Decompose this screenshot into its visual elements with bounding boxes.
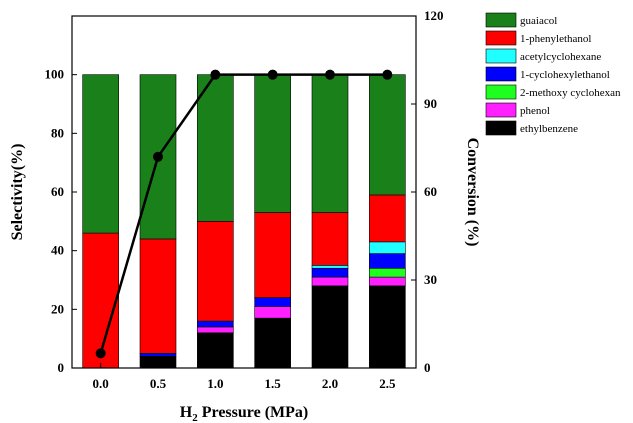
conversion-line xyxy=(95,69,393,359)
bar-segment-phenol xyxy=(369,276,406,287)
conversion-point xyxy=(95,348,106,359)
left-tick-label: 60 xyxy=(51,184,64,199)
left-tick-label: 80 xyxy=(51,125,64,140)
legend-label: 1-phenylethanol xyxy=(520,33,591,45)
legend-swatch xyxy=(485,12,517,28)
legend-swatch xyxy=(485,120,517,136)
bar-segment-2-methoxy-cyclohexan xyxy=(369,267,406,278)
left-tick-label: 20 xyxy=(51,301,64,316)
legend-swatch xyxy=(485,84,517,100)
stacked-bars xyxy=(82,74,406,369)
bar-segment-1-phenylethanol xyxy=(139,238,177,354)
right-tick-label: 90 xyxy=(424,96,437,111)
x-axis-label: H2 Pressure (MPa) xyxy=(180,404,308,423)
x-axis-ticks: 0.0 0.5 1.0 1.5 2.0 2.5 xyxy=(93,363,396,391)
legend-label: acetylcyclohexane xyxy=(520,51,601,63)
x-tick-label: 2.0 xyxy=(322,376,338,391)
legend-label: 1-cyclohexylethanol xyxy=(520,69,610,81)
left-tick-label: 40 xyxy=(51,243,64,258)
legend-swatch xyxy=(485,66,517,82)
conversion-point xyxy=(267,69,278,80)
bar-segment-1-phenylethanol xyxy=(197,221,234,322)
bar-segment-ethylbenzene xyxy=(311,285,349,369)
x-tick-label: 1.0 xyxy=(207,376,223,391)
bar-segment-ethylbenzene xyxy=(369,285,406,369)
legend-label: ethylbenzene xyxy=(520,123,578,135)
bar-segment-phenol xyxy=(254,306,291,319)
legend-swatch xyxy=(485,30,517,46)
bar-segment-1-phenylethanol xyxy=(369,194,406,243)
conversion-point xyxy=(325,69,335,80)
right-tick-label: 60 xyxy=(424,184,437,199)
legend-label: 2-methoxy cyclohexan xyxy=(520,87,621,99)
right-axis-ticks: 0 30 60 90 120 xyxy=(411,8,444,375)
x-tick-label: 0.0 xyxy=(93,376,109,391)
right-tick-label: 120 xyxy=(424,8,444,23)
bar-segment-1-cyclohexylethanol xyxy=(197,320,234,328)
bar-segment-1-phenylethanol xyxy=(254,212,291,298)
x-tick-label: 0.5 xyxy=(150,376,167,391)
x-tick-label: 1.5 xyxy=(265,376,282,391)
bar-segment-phenol xyxy=(197,326,234,334)
bar-segment-1-cyclohexylethanol xyxy=(139,353,177,357)
right-tick-label: 0 xyxy=(424,360,431,375)
legend-swatch xyxy=(485,102,517,118)
conversion-point xyxy=(153,151,163,162)
bar-segment-1-cyclohexylethanol xyxy=(369,253,406,269)
left-tick-label: 100 xyxy=(45,67,65,82)
conversion-point xyxy=(382,69,393,80)
bar-segment-1-phenylethanol xyxy=(82,232,119,369)
bar-segment-acetylcyclohexane xyxy=(311,265,349,269)
bar-segment-phenol xyxy=(311,276,349,287)
x-tick-label: 2.5 xyxy=(379,376,396,391)
bar-segment-ethylbenzene xyxy=(197,332,234,369)
bar-segment-guaiacol xyxy=(197,74,234,222)
legend-swatch xyxy=(485,48,517,64)
left-tick-label: 0 xyxy=(58,360,65,375)
y-axis-label: Selectivity(%) xyxy=(9,144,26,241)
bar-segment-1-cyclohexylethanol xyxy=(311,267,349,278)
legend-label: guaiacol xyxy=(520,15,557,27)
bar-segment-ethylbenzene xyxy=(254,317,291,369)
conversion-point xyxy=(210,69,221,80)
left-axis-ticks: 0 20 40 60 80 100 xyxy=(45,67,77,375)
bar-segment-guaiacol xyxy=(82,74,119,234)
bar-segment-guaiacol xyxy=(369,74,406,196)
plot-frame xyxy=(71,15,417,369)
right-tick-label: 30 xyxy=(424,272,437,287)
y2-axis-label: Conversion (%) xyxy=(464,138,481,247)
bar-segment-guaiacol xyxy=(254,74,291,213)
bar-segment-acetylcyclohexane xyxy=(369,241,406,254)
legend: guaiacol 1-phenylethanol acetylcyclohexane… xyxy=(485,12,621,136)
bar-segment-1-cyclohexylethanol xyxy=(254,297,291,307)
bar-segment-guaiacol xyxy=(311,74,349,213)
conversion-line-path xyxy=(99,73,388,354)
bar-segment-1-phenylethanol xyxy=(311,212,349,266)
legend-label: phenol xyxy=(520,105,550,117)
